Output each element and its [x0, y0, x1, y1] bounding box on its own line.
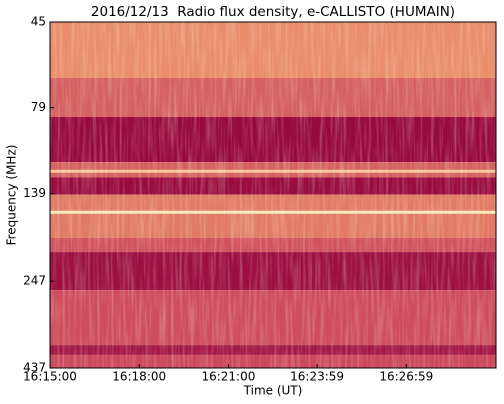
spectrogram-band	[50, 237, 496, 253]
y-tick-label: 139	[23, 186, 46, 200]
y-axis-label: Frequency (MHz)	[5, 145, 19, 246]
plot-frame	[49, 21, 497, 369]
x-tick-label: 16:15:00	[23, 370, 77, 384]
spectrogram-band	[50, 252, 496, 291]
y-tick-label: 79	[31, 100, 46, 114]
x-tick-label: 16:23:59	[290, 370, 344, 384]
spectrogram-band	[50, 116, 496, 163]
plot-area	[50, 22, 496, 368]
spectrogram-band	[50, 77, 496, 117]
x-axis-label: Time (UT)	[243, 384, 303, 398]
spectrogram-band	[50, 194, 496, 238]
chart-title: 2016/12/13 Radio flux density, e-CALLIST…	[91, 4, 455, 20]
spectrogram-band	[50, 177, 496, 195]
y-tick-label: 45	[31, 15, 46, 29]
spectrogram-band	[50, 290, 496, 346]
spectrogram-band	[50, 354, 496, 368]
x-tick-label: 16:21:00	[201, 370, 255, 384]
spectrogram-band	[50, 345, 496, 355]
x-tick-label: 16:18:00	[112, 370, 166, 384]
spectrogram-band	[50, 22, 496, 78]
x-tick-label: 16:26:59	[379, 370, 433, 384]
y-tick-label: 247	[23, 274, 46, 288]
y-tick-label: 437	[23, 361, 46, 375]
